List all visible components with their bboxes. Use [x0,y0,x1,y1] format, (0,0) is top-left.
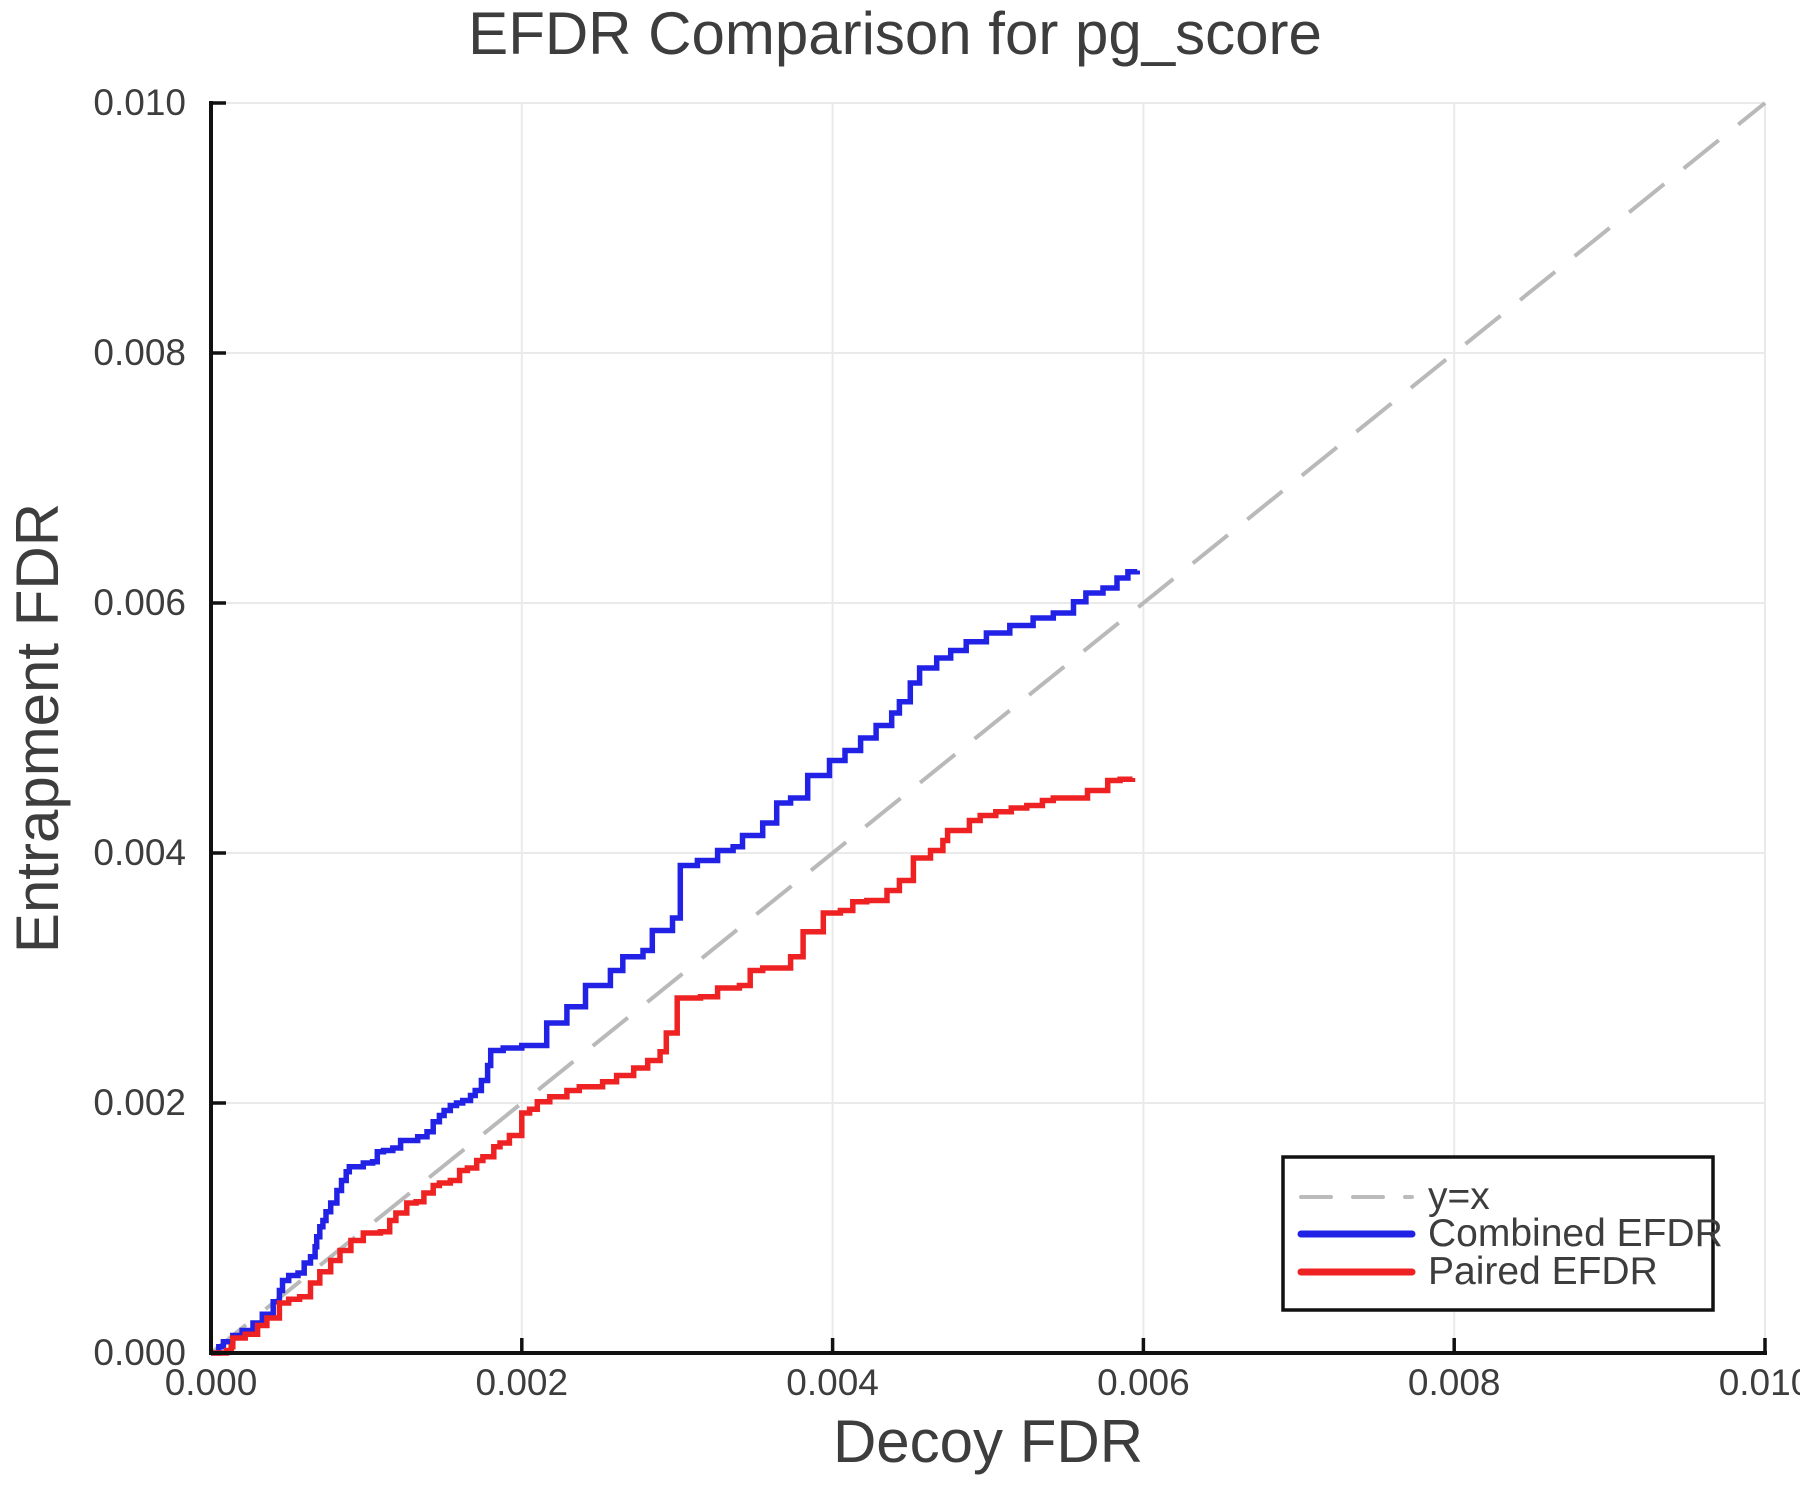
chart-title: EFDR Comparison for pg_score [468,0,1322,67]
legend-box [1281,1155,1715,1312]
x-tick-label: 0.010 [1718,1362,1800,1403]
y-axis-label: Entrapment FDR [4,502,71,954]
x-tick-label: 0.000 [164,1362,258,1403]
tick-marks [209,101,1767,1355]
series-paired-efdr [211,776,1136,1356]
y-tick-label: 0.000 [93,1332,186,1373]
legend-sample-lines [1297,1195,1416,1276]
legend-label-yx: y=x [1428,1175,1490,1218]
y-tick-label: 0.004 [93,832,186,873]
y-tick-label: 0.008 [93,332,186,373]
legend-label-combined-efdr: Combined EFDR [1428,1212,1723,1255]
y-tick-label: 0.002 [93,1082,186,1123]
y-tick-label: 0.010 [93,82,186,123]
x-tick-label: 0.004 [786,1362,879,1403]
series-y-x [209,101,1767,1355]
data-series [209,101,1767,1356]
x-tick-label: 0.006 [1097,1362,1190,1403]
axes-spines [209,101,1767,1355]
series-combined-efdr [211,569,1140,1356]
x-tick-label: 0.008 [1407,1362,1501,1403]
y-tick-label: 0.006 [93,582,186,623]
x-axis-label: Decoy FDR [832,1408,1144,1475]
legend-label-paired-efdr: Paired EFDR [1428,1250,1658,1293]
x-tick-label: 0.002 [475,1362,569,1403]
